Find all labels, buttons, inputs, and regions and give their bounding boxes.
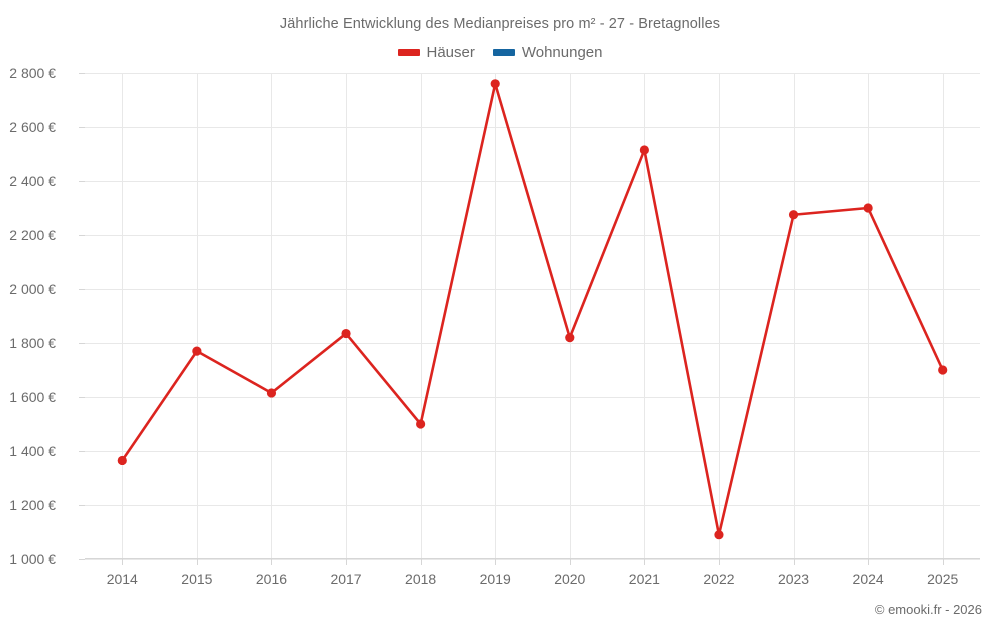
data-point[interactable] — [490, 79, 500, 89]
gridline-vertical — [644, 73, 646, 559]
legend-label-wohnungen: Wohnungen — [521, 44, 603, 61]
x-tick-mark — [942, 559, 944, 565]
x-tick-mark — [346, 559, 348, 565]
x-tick-mark — [196, 559, 198, 565]
x-axis-tick-label: 2025 — [927, 571, 959, 587]
gridline-horizontal — [85, 397, 980, 398]
y-axis-tick-label: 2 600 € — [9, 119, 56, 135]
data-point[interactable] — [788, 210, 799, 220]
gridline-horizontal — [85, 127, 980, 128]
footer-credit: © emooki.fr - 2026 — [874, 602, 982, 617]
gridline-vertical — [495, 73, 497, 559]
gridline-horizontal — [85, 235, 980, 236]
gridline-vertical — [942, 73, 944, 559]
chart-title: Jährliche Entwicklung des Medianpreises … — [279, 16, 721, 32]
x-axis-line — [85, 558, 980, 559]
data-point[interactable] — [714, 530, 724, 540]
y-tick-mark — [79, 127, 85, 128]
gridline-vertical — [346, 73, 348, 559]
y-tick-mark — [79, 559, 85, 560]
y-tick-mark — [79, 451, 85, 452]
x-tick-mark — [718, 559, 720, 565]
data-point[interactable] — [565, 333, 575, 343]
x-axis-tick-label: 2019 — [479, 571, 511, 587]
x-axis-tick-label: 2021 — [628, 571, 660, 587]
x-axis-tick-label: 2014 — [106, 571, 138, 587]
y-tick-mark — [79, 505, 85, 506]
y-tick-mark — [79, 235, 85, 236]
gridline-horizontal — [85, 505, 980, 506]
x-tick-mark — [569, 559, 571, 565]
x-tick-mark — [420, 559, 422, 565]
legend-item-hauser[interactable]: Häuser — [397, 44, 475, 61]
x-axis-tick-label: 2020 — [554, 571, 586, 587]
x-axis-tick-label: 2024 — [852, 571, 884, 587]
x-tick-mark — [644, 559, 646, 565]
x-axis-tick-label: 2015 — [181, 571, 213, 587]
gridline-vertical — [718, 73, 720, 559]
legend-swatch-wohnungen — [492, 49, 515, 56]
data-point[interactable] — [639, 145, 649, 155]
series-layer — [117, 79, 948, 540]
x-axis-tick-label: 2022 — [703, 571, 735, 587]
gridline-vertical — [271, 73, 273, 559]
y-axis-tick-label: 1 600 € — [9, 389, 56, 405]
gridline-vertical — [569, 73, 571, 559]
y-axis-tick-label: 1 400 € — [9, 443, 56, 459]
x-axis-tick-label: 2016 — [255, 571, 288, 587]
y-axis-tick-label: 2 400 € — [9, 173, 56, 189]
gridline-horizontal — [85, 559, 980, 560]
data-point[interactable] — [938, 365, 948, 375]
gridline-vertical — [196, 73, 198, 559]
legend-label-hauser: Häuser — [426, 44, 475, 61]
y-axis-tick-label: 2 000 € — [9, 281, 56, 297]
gridline-vertical — [793, 73, 795, 559]
y-tick-mark — [79, 397, 85, 398]
y-axis-tick-label: 2 800 € — [9, 65, 56, 81]
gridline-horizontal — [85, 73, 980, 74]
gridline-horizontal — [85, 451, 980, 452]
y-axis-tick-label: 1 800 € — [9, 335, 56, 351]
x-axis-tick-label: 2023 — [777, 571, 810, 587]
x-tick-mark — [495, 559, 497, 565]
y-tick-mark — [79, 343, 85, 344]
x-tick-mark — [271, 559, 273, 565]
data-point[interactable] — [341, 328, 351, 339]
gridline-horizontal — [85, 343, 980, 344]
data-point[interactable] — [117, 455, 127, 466]
x-axis-tick-label: 2018 — [405, 571, 437, 587]
x-tick-mark — [122, 559, 124, 565]
gridline-vertical — [420, 73, 422, 559]
legend-swatch-hauser — [397, 49, 420, 56]
data-point[interactable] — [863, 203, 873, 213]
y-tick-mark — [79, 73, 85, 74]
gridline-horizontal — [85, 181, 980, 182]
data-point[interactable] — [416, 419, 426, 429]
y-axis-tick-label: 1 200 € — [9, 497, 56, 513]
series-line-häuser — [120, 82, 945, 537]
x-tick-mark — [868, 559, 870, 565]
x-tick-mark — [793, 559, 795, 565]
data-point[interactable] — [192, 346, 202, 356]
y-tick-mark — [79, 289, 85, 290]
y-axis-tick-label: 2 200 € — [9, 227, 56, 243]
gridline-vertical — [868, 73, 870, 559]
chart-legend: Häuser Wohnungen — [0, 45, 1000, 60]
plot-area: 1 000 € 1 200 € 1 400 € 1 600 € 1 800 € 2 000… — [9, 65, 980, 587]
y-tick-mark — [79, 181, 85, 182]
y-axis-tick-label: 1 000 € — [9, 551, 56, 567]
x-axis-tick-label: 2017 — [330, 571, 362, 587]
gridline-vertical — [122, 73, 124, 559]
legend-item-wohnungen[interactable]: Wohnungen — [492, 44, 603, 61]
gridline-horizontal — [85, 289, 980, 290]
data-point[interactable] — [266, 388, 277, 398]
